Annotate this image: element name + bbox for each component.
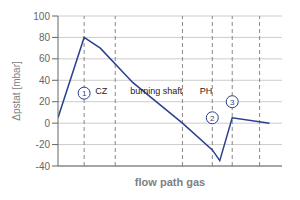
svg-text:flow path gas: flow path gas xyxy=(135,176,205,188)
svg-text:20: 20 xyxy=(39,96,51,107)
svg-text:-40: -40 xyxy=(36,161,51,172)
svg-text:80: 80 xyxy=(39,32,51,43)
svg-text:100: 100 xyxy=(33,11,50,22)
svg-text:40: 40 xyxy=(39,75,51,86)
svg-text:3: 3 xyxy=(230,98,235,107)
svg-text:burning shaft: burning shaft xyxy=(130,86,183,96)
svg-text:2: 2 xyxy=(210,114,215,123)
svg-text:1: 1 xyxy=(82,89,87,98)
svg-text:CZ: CZ xyxy=(95,86,107,96)
svg-text:60: 60 xyxy=(39,53,51,64)
svg-text:-20: -20 xyxy=(36,139,51,150)
svg-text:PH: PH xyxy=(200,86,213,96)
svg-text:0: 0 xyxy=(44,118,50,129)
svg-text:Δpstat [mbar]: Δpstat [mbar] xyxy=(11,61,22,121)
